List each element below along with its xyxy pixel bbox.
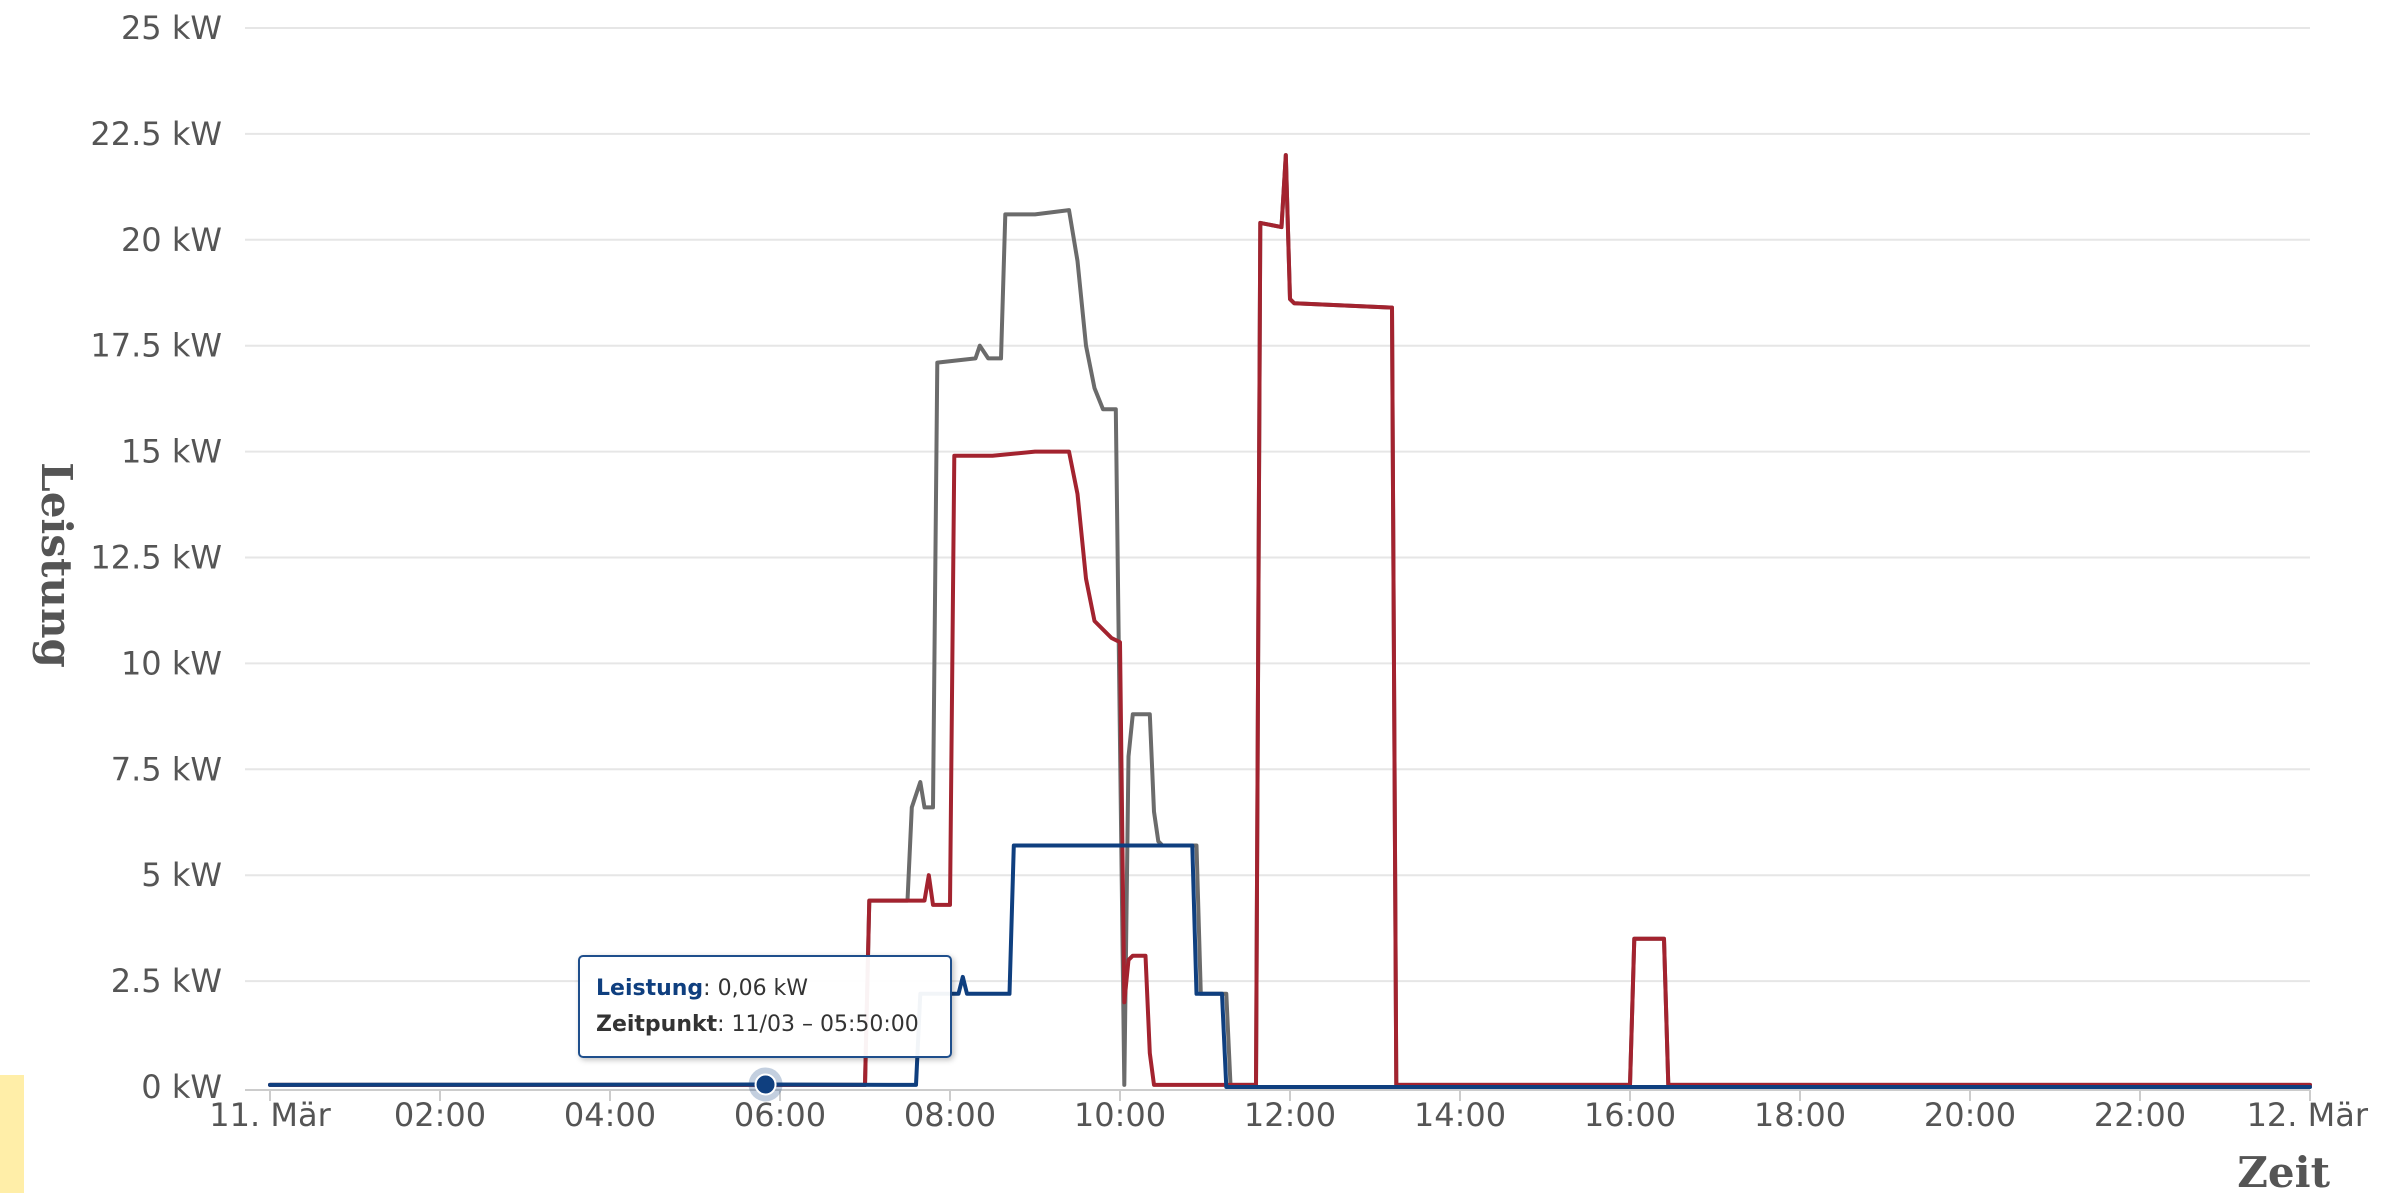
series-line-3 xyxy=(268,843,2312,1089)
x-tick-label: 04:00 xyxy=(564,1096,656,1134)
grid-lines xyxy=(245,27,2310,983)
x-tick-label: 06:00 xyxy=(734,1096,826,1134)
x-axis-ticks: 11. Mär 02:00 04:00 06:00 08:00 10:00 12:00 14:… xyxy=(209,1090,2369,1134)
y-tick-label: 12.5 kW xyxy=(90,539,222,577)
series-line-2 xyxy=(268,153,2312,1087)
y-tick-label: 15 kW xyxy=(121,433,222,471)
y-tick-label: 22.5 kW xyxy=(90,115,222,153)
tooltip-row-leistung: Leistung: 0,06 kW xyxy=(596,971,934,1007)
y-axis-title: Leistung xyxy=(32,462,81,668)
x-tick-label: 11. Mär xyxy=(209,1096,331,1134)
y-tick-label: 7.5 kW xyxy=(111,750,222,788)
tooltip: Leistung: 0,06 kW Zeitpunkt: 11/03 – 05:… xyxy=(578,955,952,1058)
x-tick-label: 08:00 xyxy=(904,1096,996,1134)
series-group xyxy=(268,153,2312,1089)
y-tick-label: 2.5 kW xyxy=(111,962,222,1000)
y-axis-ticks: 0 kW 2.5 kW 5 kW 7.5 kW 10 kW 12.5 kW 15 kW 17.… xyxy=(90,9,222,1106)
x-tick-label: 16:00 xyxy=(1584,1096,1676,1134)
x-tick-label: 02:00 xyxy=(394,1096,486,1134)
tooltip-value-zeitpunkt: : 11/03 – 05:50:00 xyxy=(717,1012,919,1037)
y-tick-label: 20 kW xyxy=(121,221,222,259)
x-tick-label: 22:00 xyxy=(2094,1096,2186,1134)
x-tick-label: 20:00 xyxy=(1924,1096,2016,1134)
x-tick-label: 12. Mär xyxy=(2247,1096,2369,1134)
y-tick-label: 10 kW xyxy=(121,644,222,682)
x-tick-label: 14:00 xyxy=(1414,1096,1506,1134)
tooltip-label-leistung: Leistung xyxy=(596,976,704,1001)
accent-bar xyxy=(0,1075,24,1193)
tooltip-value-leistung: : 0,06 kW xyxy=(703,976,809,1001)
tooltip-row-zeitpunkt: Zeitpunkt: 11/03 – 05:50:00 xyxy=(596,1007,934,1043)
y-tick-label: 17.5 kW xyxy=(90,327,222,365)
hover-marker[interactable] xyxy=(748,1067,783,1102)
hover-point[interactable] xyxy=(754,1073,777,1096)
x-axis-title: Zeit xyxy=(2237,1148,2330,1193)
x-tick-label: 18:00 xyxy=(1754,1096,1846,1134)
y-tick-label: 5 kW xyxy=(141,856,222,894)
x-tick-label: 10:00 xyxy=(1074,1096,1166,1134)
tooltip-label-zeitpunkt: Zeitpunkt xyxy=(596,1012,718,1037)
y-tick-label: 25 kW xyxy=(121,9,222,47)
y-tick-label: 0 kW xyxy=(141,1068,222,1106)
x-tick-label: 12:00 xyxy=(1244,1096,1336,1134)
